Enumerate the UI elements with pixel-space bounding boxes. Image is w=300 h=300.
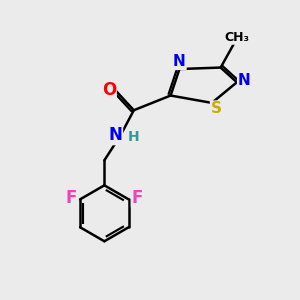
Text: N: N [238, 73, 250, 88]
Text: S: S [211, 101, 222, 116]
Text: H: H [128, 130, 140, 144]
Text: O: O [102, 81, 116, 99]
Text: N: N [173, 54, 186, 69]
Text: F: F [66, 189, 77, 207]
Text: CH₃: CH₃ [224, 31, 249, 44]
Text: F: F [132, 189, 143, 207]
Text: N: N [108, 126, 122, 144]
